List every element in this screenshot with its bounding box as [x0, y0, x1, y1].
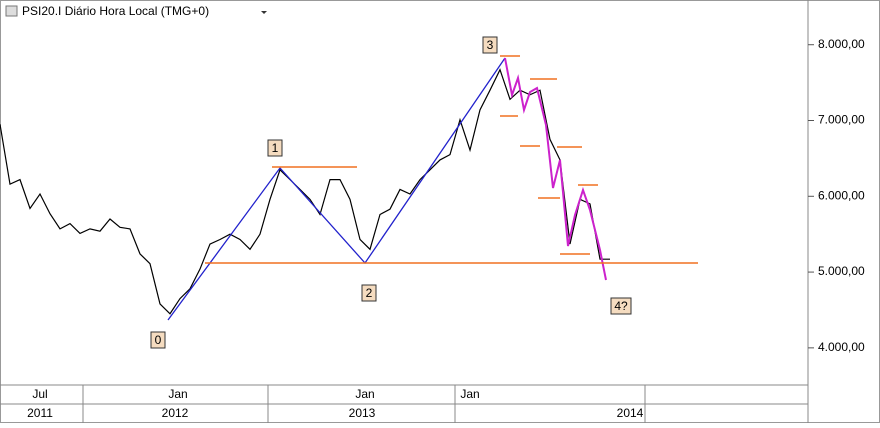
year-label: 2013	[349, 406, 376, 420]
wave-box	[610, 297, 632, 315]
month-label: Jan	[168, 387, 187, 401]
year-label: 2011	[27, 406, 53, 420]
y-tick-label: 8.000,00	[818, 37, 865, 51]
month-label: Jan	[460, 387, 479, 401]
y-tick-label: 4.000,00	[818, 340, 865, 354]
month-label: Jul	[32, 387, 47, 401]
levels	[205, 55, 698, 264]
wave-label: 1	[272, 141, 279, 155]
wave-zigzag	[167, 57, 506, 321]
wave-box	[361, 284, 377, 302]
axis-separators	[82, 385, 646, 423]
subwave	[504, 57, 607, 281]
wave-box	[267, 139, 283, 157]
wave-label: 4?	[614, 299, 628, 313]
wave-label: 2	[366, 286, 373, 300]
y-tick-label: 6.000,00	[818, 188, 865, 202]
wave-label: 3	[487, 38, 494, 52]
title-icon	[5, 5, 18, 17]
wave-box	[150, 331, 166, 349]
year-label: 2014	[617, 406, 644, 420]
y-tick-label: 7.000,00	[818, 113, 865, 127]
chart-title: PSI20.I Diário Hora Local (TMG+0)	[22, 4, 209, 18]
y-tick-label: 5.000,00	[818, 264, 865, 278]
wave-box	[482, 36, 498, 54]
dropdown-arrow[interactable]	[261, 11, 267, 14]
month-label: Jan	[355, 387, 374, 401]
price-line	[0, 68, 610, 315]
wave-label: 0	[155, 333, 162, 347]
year-label: 2012	[162, 406, 189, 420]
